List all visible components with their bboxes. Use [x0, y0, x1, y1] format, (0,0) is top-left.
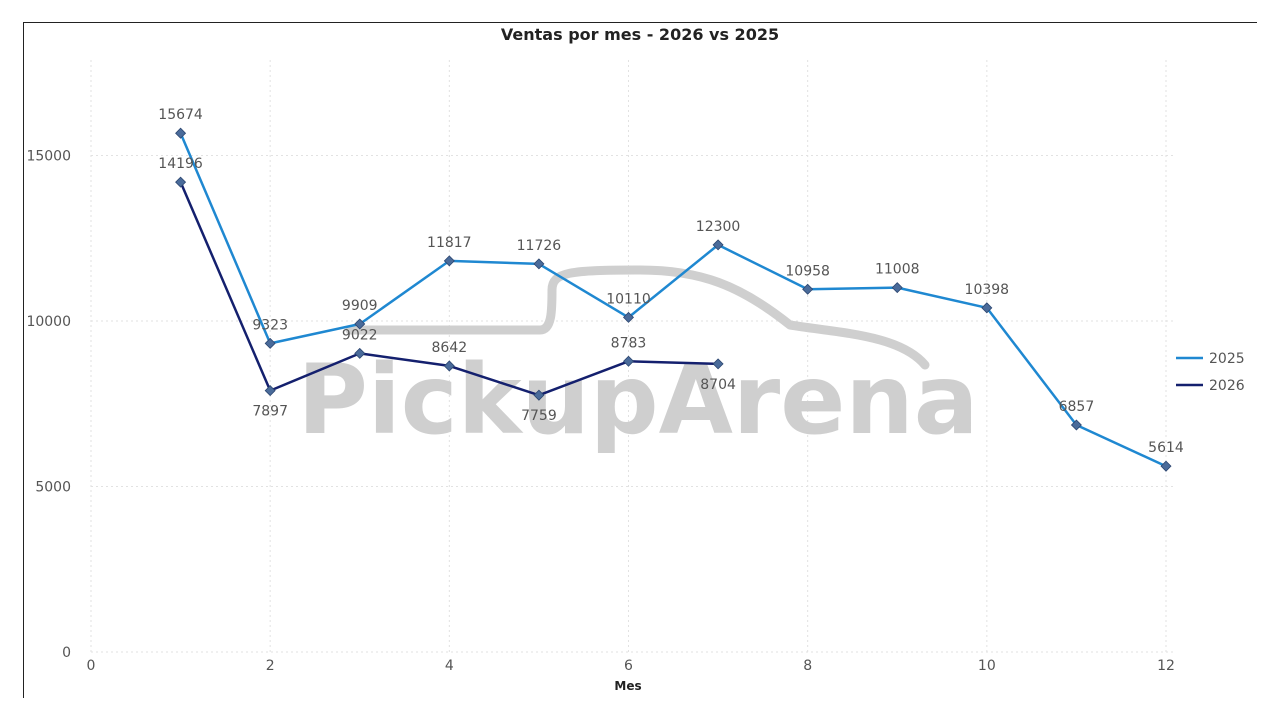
legend-label: 2026 [1209, 378, 1245, 394]
data-point [1160, 460, 1172, 472]
data-label: 10110 [606, 291, 651, 307]
data-label: 9022 [342, 327, 378, 343]
data-label: 8783 [611, 335, 647, 351]
data-point [175, 176, 187, 188]
data-label: 11008 [875, 262, 920, 278]
x-tick-label: 0 [87, 658, 96, 674]
x-axis-label: Mes [614, 679, 641, 693]
y-tick-label: 10000 [26, 314, 71, 330]
data-label: 12300 [696, 219, 741, 235]
data-point [175, 127, 187, 139]
data-point [802, 283, 814, 295]
series-2026: 14196 7897 9022 8642 7759 8783 8704 [158, 156, 736, 424]
data-point [622, 355, 635, 367]
y-axis: 0 5000 10000 15000 [26, 149, 71, 662]
data-point [443, 255, 455, 267]
x-tick-label: 10 [978, 658, 996, 674]
y-tick-label: 0 [62, 645, 71, 661]
legend-item-2025: 2025 [1176, 351, 1245, 367]
data-point [443, 360, 455, 372]
data-label: 7759 [521, 408, 557, 424]
data-label: 8704 [700, 377, 736, 393]
series-layer: 15674 9323 9909 11817 11726 10110 12300 10958 11… [158, 107, 1184, 472]
legend: 2025 2026 [1176, 351, 1245, 394]
data-label: 6857 [1059, 399, 1095, 415]
data-label: 14196 [158, 156, 203, 172]
data-point [712, 358, 724, 370]
x-tick-label: 4 [445, 658, 454, 674]
data-point [981, 302, 993, 314]
data-label: 8642 [432, 340, 468, 356]
data-point [712, 239, 724, 251]
data-label: 15674 [158, 107, 203, 123]
legend-label: 2025 [1209, 351, 1245, 367]
data-label: 9909 [342, 298, 378, 314]
data-point [264, 385, 276, 397]
data-point [1070, 419, 1082, 431]
data-label: 11817 [427, 235, 472, 251]
chart-title: Ventas por mes - 2026 vs 2025 [501, 25, 779, 44]
series-2025: 15674 9323 9909 11817 11726 10110 12300 10958 11… [158, 107, 1184, 472]
data-point [264, 337, 276, 349]
data-label: 10958 [785, 263, 830, 279]
x-tick-label: 2 [266, 658, 275, 674]
data-point [891, 282, 903, 294]
y-tick-label: 5000 [35, 480, 71, 496]
chart-frame [23, 22, 1257, 698]
series-line [179, 132, 1167, 468]
data-point [622, 311, 635, 323]
data-label: 10398 [965, 282, 1010, 298]
data-point [354, 318, 366, 330]
y-tick-label: 15000 [26, 149, 71, 165]
data-point [354, 347, 366, 359]
data-label: 9323 [252, 317, 288, 333]
legend-item-2026: 2026 [1176, 378, 1245, 394]
x-axis: 0 2 4 6 8 10 12 [87, 658, 1175, 674]
data-point [533, 389, 545, 401]
watermark-car-outline [345, 265, 930, 370]
x-tick-label: 6 [624, 658, 633, 674]
data-point [533, 258, 545, 270]
x-tick-label: 8 [803, 658, 812, 674]
data-label: 11726 [517, 238, 562, 254]
data-label: 7897 [252, 404, 288, 420]
x-tick-label: 12 [1157, 658, 1175, 674]
data-label: 5614 [1148, 440, 1184, 456]
